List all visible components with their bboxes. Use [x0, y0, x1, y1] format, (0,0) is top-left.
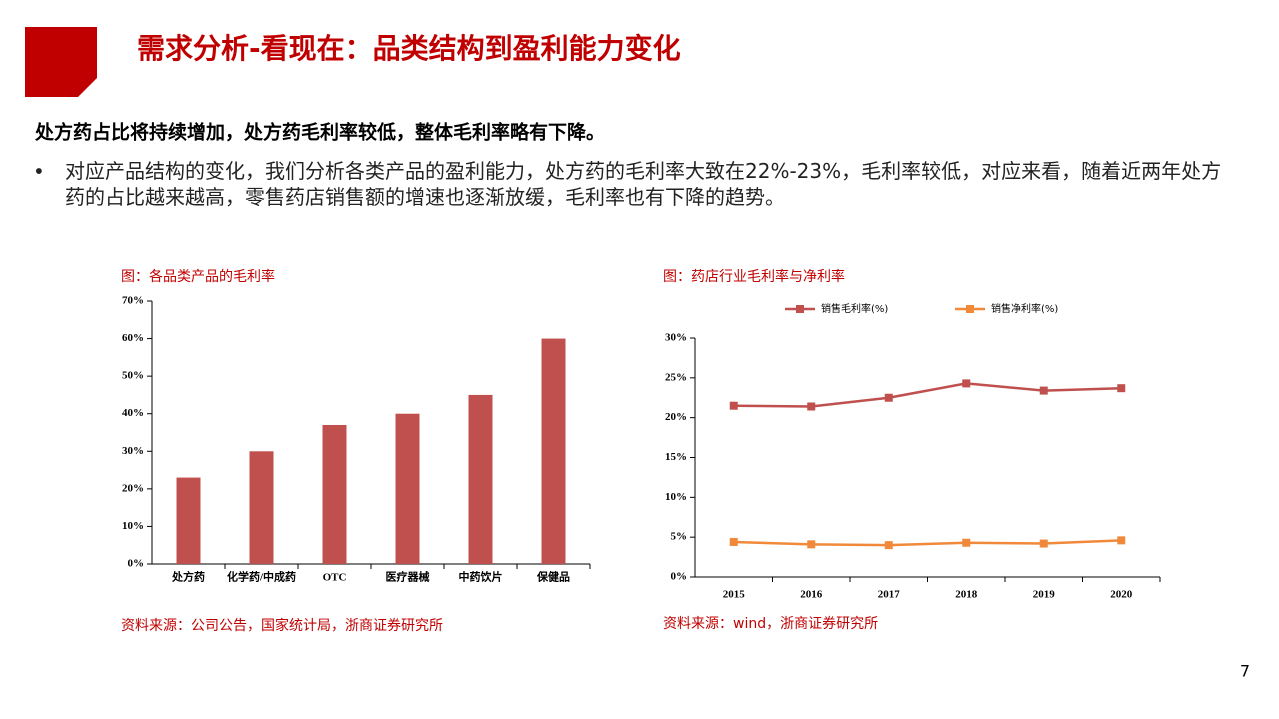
legend-marker: [966, 305, 974, 313]
point-marker: [729, 537, 738, 546]
page-number: 7: [1240, 662, 1250, 681]
point-marker: [884, 393, 893, 402]
bar: [468, 394, 493, 564]
y-tick-label: 10%: [665, 491, 687, 503]
y-tick-label: 10%: [122, 520, 144, 532]
chart-source: 资料来源：wind，浙商证券研究所: [663, 616, 878, 632]
y-tick-label: 50%: [122, 370, 144, 382]
headline: 处方药占比将持续增加，处方药毛利率较低，整体毛利率略有下降。: [34, 121, 605, 144]
x-tick-label: 2017: [878, 589, 901, 601]
y-tick-label: 20%: [665, 411, 687, 423]
x-tick-label: OTC: [323, 572, 347, 584]
legend-label: 销售毛利率(%): [821, 302, 888, 315]
y-tick-label: 30%: [122, 445, 144, 457]
point-marker: [1117, 536, 1126, 545]
point-marker: [884, 541, 893, 550]
x-tick-label: 2018: [955, 589, 978, 601]
bar: [249, 451, 274, 564]
y-tick-label: 60%: [122, 332, 144, 344]
y-tick-label: 25%: [665, 371, 687, 383]
legend-marker: [796, 305, 804, 313]
y-tick-label: 0%: [671, 571, 688, 583]
chart-source: 资料来源：公司公告，国家统计局，浙商证券研究所: [121, 617, 443, 634]
x-tick-label: 化学药/中成药: [227, 570, 296, 584]
series-line: [733, 539, 1122, 547]
point-marker: [962, 538, 971, 547]
y-tick-label: 20%: [122, 482, 144, 494]
point-marker: [807, 402, 816, 411]
point-marker: [1039, 539, 1048, 548]
chart-title: 图：药店行业毛利率与净利率: [663, 268, 845, 285]
legend-label: 销售净利率(%): [991, 302, 1058, 315]
x-tick-label: 中药饮片: [459, 570, 503, 584]
point-marker: [1117, 384, 1126, 393]
bar: [395, 413, 420, 564]
point-marker: [962, 379, 971, 388]
y-tick-label: 0%: [128, 558, 145, 570]
bar: [541, 338, 566, 564]
title-badge: [25, 27, 97, 97]
bar: [322, 424, 347, 564]
x-tick-label: 保健品: [536, 570, 570, 584]
point-marker: [807, 540, 816, 549]
point-marker: [729, 401, 738, 410]
y-tick-label: 40%: [122, 407, 144, 419]
x-tick-label: 处方药: [171, 570, 205, 584]
y-tick-label: 5%: [671, 531, 688, 543]
bar: [176, 477, 201, 564]
bullet-text: 对应产品结构的变化，我们分析各类产品的盈利能力，处方药的毛利率大致在22%-23…: [65, 159, 1222, 209]
y-tick-label: 15%: [665, 451, 687, 463]
chart-title: 图：各品类产品的毛利率: [121, 268, 275, 285]
y-tick-label: 30%: [665, 332, 687, 344]
x-tick-label: 2016: [800, 589, 823, 601]
slide-title: 需求分析-看现在：品类结构到盈利能力变化: [137, 32, 681, 65]
bullet-dot: •: [33, 160, 45, 184]
y-tick-label: 70%: [122, 295, 144, 307]
x-tick-label: 2019: [1033, 589, 1056, 601]
series-line: [733, 382, 1122, 408]
point-marker: [1039, 386, 1048, 395]
x-tick-label: 2015: [723, 589, 746, 601]
x-tick-label: 2020: [1110, 589, 1133, 601]
x-tick-label: 医疗器械: [386, 570, 430, 584]
